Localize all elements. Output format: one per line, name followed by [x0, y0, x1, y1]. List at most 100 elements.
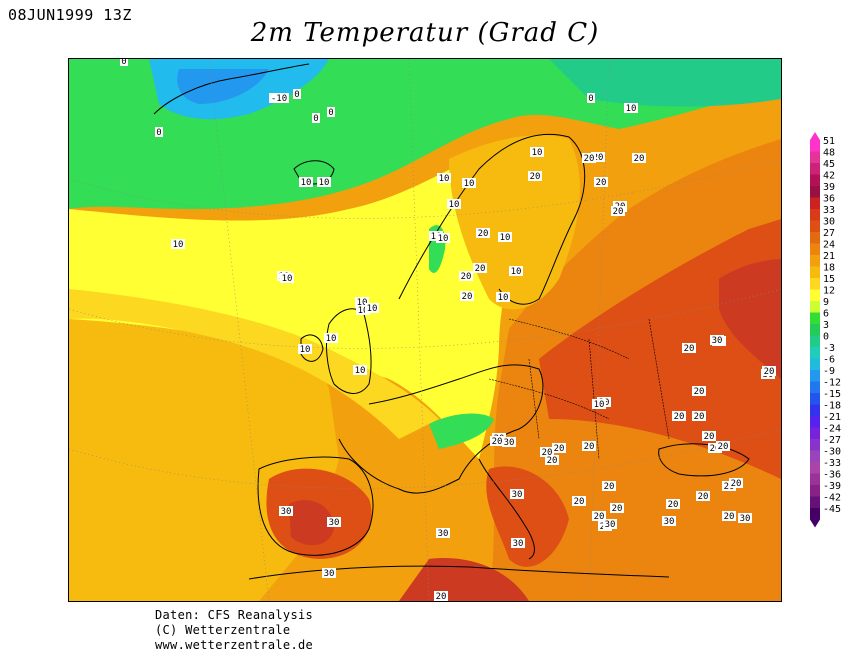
contour-label-bg	[702, 431, 716, 441]
contour-label-bg	[327, 107, 335, 117]
contour-label-bg	[120, 59, 128, 66]
contour-label: 10	[357, 298, 368, 308]
contour-label: 20	[764, 367, 775, 377]
legend-swatch	[810, 508, 820, 520]
contour-label-bg	[528, 171, 542, 181]
contour-label: 20	[684, 344, 695, 354]
contour-label: 20	[594, 512, 605, 522]
credit-data-source: Daten: CFS Reanalysis	[155, 608, 314, 622]
legend-tick-label: -30	[823, 447, 841, 458]
legend-tick-label: -15	[823, 389, 841, 400]
contour-label-bg	[365, 303, 379, 313]
legend-tick-label: -36	[823, 470, 841, 481]
legend-swatch	[810, 347, 820, 359]
credit-copyright: (C) Wetterzentrale	[155, 623, 291, 637]
contour-label-bg	[602, 481, 616, 491]
legend-swatch	[810, 335, 820, 347]
contour-label-bg	[322, 568, 336, 578]
legend-tick-label: 3	[823, 320, 829, 331]
legend-tick-label: -18	[823, 401, 841, 412]
contour-label-bg	[610, 503, 624, 513]
legend-tick-label: -21	[823, 412, 841, 423]
legend-swatch	[810, 312, 820, 324]
legend-tick-label: 42	[823, 171, 835, 182]
contour-label: 30	[664, 517, 675, 527]
coast-britain	[326, 308, 372, 394]
legend-swatch	[810, 462, 820, 474]
contour-label: 20	[478, 229, 489, 239]
contour-label: 20	[718, 442, 729, 452]
contour-label-bg	[722, 511, 736, 521]
legend-swatch	[810, 140, 820, 152]
contour-label-bg	[592, 511, 606, 521]
contour-label: 20	[475, 264, 486, 274]
contour-label: 20	[668, 500, 679, 510]
contour-label-bg	[324, 333, 338, 343]
contour-label-bg	[603, 519, 617, 529]
legend-swatch	[810, 450, 820, 462]
legend-tick-label: -42	[823, 493, 841, 504]
contour-label-bg	[279, 506, 293, 516]
contour-label: 20	[613, 207, 624, 217]
contour-label: 30	[513, 539, 524, 549]
legend-swatch	[810, 243, 820, 255]
contour-label-bg	[510, 489, 524, 499]
contour-label-bg	[587, 93, 595, 103]
credit-url[interactable]: www.wetterzentrale.de	[155, 638, 314, 652]
contour-label: 10	[511, 267, 522, 277]
contour-label-bg	[269, 93, 289, 103]
contour-label: 10	[326, 334, 337, 344]
contour-label: 10	[438, 234, 449, 244]
legend-tick-label: -12	[823, 378, 841, 389]
contour-label: 10	[358, 306, 369, 316]
legend-tick-label: 12	[823, 286, 835, 297]
contour-label-bg	[708, 443, 722, 453]
legend-tick-label: 9	[823, 297, 829, 308]
legend-swatch	[810, 496, 820, 508]
legend-swatch	[810, 174, 820, 186]
legend-tick-label: 33	[823, 205, 835, 216]
zone-green-ne	[549, 59, 781, 107]
legend-tick-label: 45	[823, 159, 835, 170]
contour-label-bg	[632, 153, 646, 163]
legend-swatch	[810, 485, 820, 497]
legend-tick-label: -6	[823, 355, 835, 366]
legend-swatch	[810, 278, 820, 290]
contour-label-bg	[545, 455, 559, 465]
contour-label-bg	[299, 177, 313, 187]
coast-africa	[248, 565, 670, 580]
legend-tick-label: 0	[823, 332, 829, 343]
contour-label: 10	[500, 233, 511, 243]
contour-label: 20	[436, 592, 447, 601]
contour-label-bg	[459, 271, 473, 281]
contour-label-bg	[460, 291, 474, 301]
legend-swatch	[810, 381, 820, 393]
legend-swatch	[810, 370, 820, 382]
legend-swatch	[810, 266, 820, 278]
zone-15	[69, 289, 439, 439]
contour-label: 20	[731, 479, 742, 489]
contour-label: 30	[740, 514, 751, 524]
contour-label: 0	[313, 114, 318, 124]
contour-label: 10	[301, 178, 312, 188]
timestamp: 08JUN1999 13Z	[8, 6, 132, 24]
contour-label: 10	[173, 240, 184, 250]
contour-label: 10	[532, 148, 543, 158]
legend-tick-label: -39	[823, 481, 841, 492]
legend-swatch	[810, 289, 820, 301]
legend-swatch	[810, 416, 820, 428]
contour-label-bg	[696, 491, 710, 501]
contour-label: 10	[498, 293, 509, 303]
legend-swatch	[810, 209, 820, 221]
legend-tick-label: 51	[823, 136, 835, 147]
contour-label: 20	[530, 172, 541, 182]
contour-label: 0	[294, 90, 299, 100]
contour-label-bg	[356, 305, 370, 315]
legend-swatch	[810, 473, 820, 485]
temperature-map: 000-100010010101010101020101010202020202…	[68, 58, 782, 602]
legend-tick-label: 36	[823, 194, 835, 205]
legend-swatch	[810, 393, 820, 405]
contour-label: 10	[439, 174, 450, 184]
contour-label-bg	[591, 152, 605, 162]
contour-label-bg	[692, 386, 706, 396]
